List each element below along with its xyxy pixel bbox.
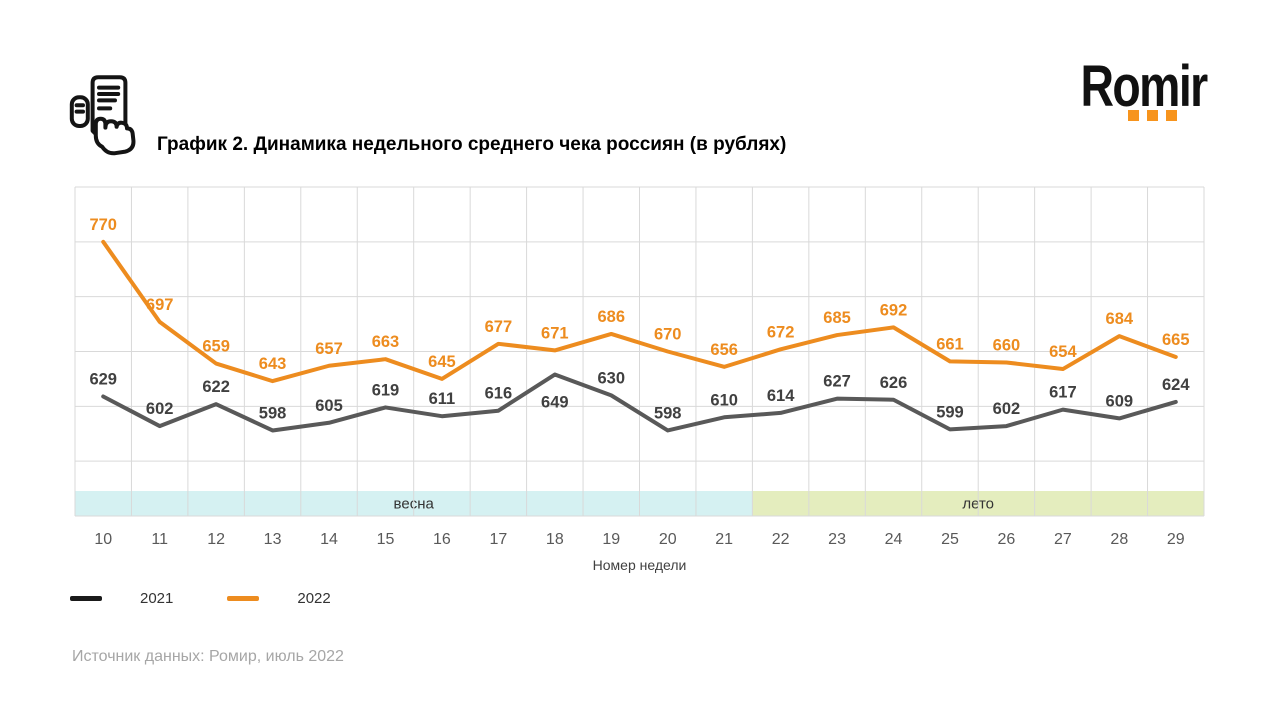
week-tick-label: 28 <box>1110 531 1128 548</box>
romir-logo-dots <box>1128 110 1177 121</box>
week-tick-label: 23 <box>828 531 846 548</box>
chart-title: График 2. Динамика недельного среднего ч… <box>157 134 787 155</box>
week-tick-label: 14 <box>320 531 338 548</box>
data-label-2021: 617 <box>1049 384 1077 402</box>
data-label-2022: 671 <box>541 324 569 342</box>
data-label-2022: 692 <box>880 301 908 319</box>
week-tick-label: 12 <box>207 531 225 548</box>
data-label-2022: 660 <box>993 336 1021 354</box>
series-line-2021 <box>101 372 1178 433</box>
legend-swatch-2021 <box>70 596 102 601</box>
week-tick-label: 26 <box>998 531 1016 548</box>
data-label-2021: 622 <box>202 378 230 396</box>
data-label-2022: 697 <box>146 296 174 314</box>
data-label-2022: 645 <box>428 353 456 371</box>
logo-dot <box>1166 110 1177 121</box>
logo-dot <box>1128 110 1139 121</box>
data-label-2021: 605 <box>315 397 343 415</box>
data-label-2021: 609 <box>1106 392 1134 410</box>
week-tick-label: 22 <box>772 531 790 548</box>
week-tick-label: 13 <box>264 531 282 548</box>
data-label-2022: 661 <box>936 335 964 353</box>
receipt-in-hand-icon <box>69 75 136 156</box>
data-label-2021: 614 <box>767 387 795 405</box>
data-label-2021: 626 <box>880 374 908 392</box>
week-tick-label: 29 <box>1167 531 1185 548</box>
chart-legend: 2021 2022 <box>70 590 331 607</box>
data-label-2021: 649 <box>541 394 569 412</box>
data-label-2021: 630 <box>598 369 626 387</box>
data-label-2021: 611 <box>429 390 456 408</box>
data-label-2021: 599 <box>936 403 964 421</box>
data-label-2022: 684 <box>1106 310 1134 328</box>
data-label-2021: 624 <box>1162 376 1190 394</box>
week-tick-label: 25 <box>941 531 959 548</box>
week-tick-label: 27 <box>1054 531 1072 548</box>
legend-swatch-2022 <box>227 596 260 601</box>
data-label-2021: 627 <box>823 373 851 391</box>
week-tick-label: 16 <box>433 531 451 548</box>
data-label-2022: 770 <box>89 216 117 234</box>
data-label-2021: 602 <box>146 400 174 418</box>
week-tick-label: 17 <box>489 531 507 548</box>
romir-logo: Romir <box>1080 54 1209 119</box>
data-label-2022: 643 <box>259 355 287 373</box>
data-label-2021: 619 <box>372 381 400 399</box>
legend-label-2022: 2022 <box>297 590 331 607</box>
data-label-2022: 670 <box>654 326 682 344</box>
data-label-2021: 616 <box>485 385 513 403</box>
week-tick-label: 19 <box>602 531 620 548</box>
data-label-2022: 685 <box>823 309 851 327</box>
data-label-2022: 663 <box>372 333 400 351</box>
legend-label-2021: 2021 <box>140 590 174 607</box>
data-label-2021: 629 <box>89 370 117 388</box>
data-label-2022: 672 <box>767 323 795 341</box>
data-source-note: Источник данных: Ромир, июль 2022 <box>72 648 344 665</box>
data-label-2021: 602 <box>993 400 1021 418</box>
data-label-2021: 598 <box>654 404 682 422</box>
week-tick-label: 10 <box>94 531 112 548</box>
data-label-2022: 657 <box>315 340 343 358</box>
week-tick-label: 21 <box>715 531 733 548</box>
series-line-2022 <box>101 239 1178 384</box>
week-tick-label: 24 <box>885 531 903 548</box>
week-tick-label: 20 <box>659 531 677 548</box>
logo-dot <box>1147 110 1158 121</box>
week-tick-label: 18 <box>546 531 564 548</box>
data-label-2021: 598 <box>259 404 287 422</box>
data-label-2022: 686 <box>598 308 626 326</box>
week-tick-label: 15 <box>377 531 395 548</box>
data-label-2022: 654 <box>1049 343 1077 361</box>
data-label-2022: 665 <box>1162 331 1190 349</box>
data-label-2021: 610 <box>710 391 738 409</box>
week-tick-label: 11 <box>151 531 168 548</box>
data-label-2022: 659 <box>202 338 230 356</box>
data-label-2022: 677 <box>485 318 513 336</box>
x-axis-title: Номер недели <box>593 557 687 573</box>
data-label-2022: 656 <box>710 341 738 359</box>
